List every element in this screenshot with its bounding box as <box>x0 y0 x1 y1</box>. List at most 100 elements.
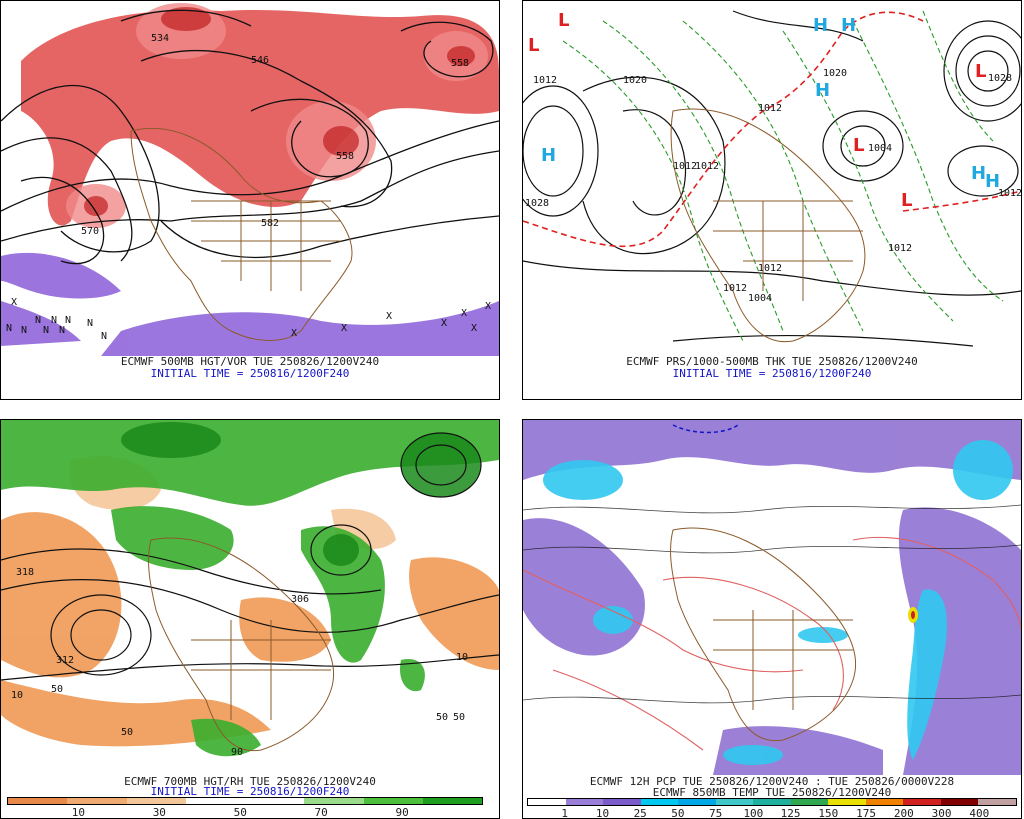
contour-label: 534 <box>151 33 169 44</box>
symbol-x: X <box>461 308 467 319</box>
isobar-label: 1004 <box>868 143 892 154</box>
scale-swatch <box>8 798 68 804</box>
map-precipitation <box>523 420 1021 775</box>
contour-label: 558 <box>451 58 469 69</box>
scale-swatch <box>978 799 1016 805</box>
contour-label: 50 <box>121 727 133 738</box>
scale-label: 200 <box>893 807 914 819</box>
humidity-scale-labels: 10 30 50 70 90 <box>7 806 483 818</box>
low-pressure-marker: L <box>901 190 912 211</box>
symbol-n: N <box>6 323 12 334</box>
isobar-label: 1012 <box>888 243 912 254</box>
caption-initial-time: INITIAL TIME = 250816/1200F240 <box>150 785 350 798</box>
isobar-label: 1028 <box>525 198 549 209</box>
scale-label: 175 <box>856 807 877 819</box>
isobar-label: 1012 <box>695 161 719 172</box>
symbol-x: X <box>11 297 17 308</box>
caption-line-2: ECMWF 850MB TEMP TUE 250826/1200V240 <box>652 786 892 799</box>
low-pressure-marker: L <box>975 61 986 82</box>
caption-line-1: ECMWF 12H PCP TUE 250826/1200V240 : TUE … <box>589 775 955 788</box>
symbol-x: X <box>386 311 392 322</box>
high-pressure-marker: H <box>815 80 830 101</box>
high-pressure-marker: H <box>841 15 856 36</box>
map-500mb-vorticity: 570 558 582 534 546 558 N N N N N N N N … <box>1 1 499 356</box>
symbol-x: X <box>291 328 297 339</box>
isobar-label: 1012 <box>758 103 782 114</box>
panel-500mb-hgt-vor: 570 558 582 534 546 558 N N N N N N N N … <box>0 0 500 400</box>
scale-swatch <box>422 798 482 804</box>
caption-line-1: ECMWF 500MB HGT/VOR TUE 250826/1200V240 <box>120 355 380 368</box>
scale-swatch <box>126 798 186 804</box>
panel-precip-850mb-temp: ECMWF 12H PCP TUE 250826/1200V240 : TUE … <box>522 419 1022 819</box>
symbol-n: N <box>59 325 65 336</box>
symbol-x: X <box>485 301 491 312</box>
scale-label: 75 <box>709 807 723 819</box>
scale-swatch <box>715 799 754 805</box>
scale-label: 1 <box>561 807 569 819</box>
contour-label: 546 <box>251 55 269 66</box>
scale-label: 70 <box>314 806 328 819</box>
symbol-x: X <box>441 318 447 329</box>
symbol-n: N <box>35 315 41 326</box>
scale-swatch <box>565 799 604 805</box>
contour-label: 50 <box>453 712 465 723</box>
scale-swatch <box>363 798 423 804</box>
scale-swatch <box>304 798 364 804</box>
scale-label: 400 <box>969 807 990 819</box>
high-pressure-marker: H <box>985 171 1000 192</box>
scale-swatch <box>753 799 791 805</box>
scale-swatch <box>185 798 245 804</box>
contour-label: 306 <box>291 594 309 605</box>
scale-swatch <box>903 799 941 805</box>
scale-swatch <box>940 799 979 805</box>
precipitation-color-scale <box>527 798 1017 806</box>
scale-swatch <box>245 798 305 804</box>
caption-line-1: ECMWF 700MB HGT/RH TUE 250826/1200V240 <box>124 775 376 788</box>
scale-label: 90 <box>395 806 409 819</box>
caption-initial-time: INITIAL TIME = 250816/1200F240 <box>150 367 350 380</box>
map-700mb-humidity: 306 312 318 10 50 50 10 90 50 50 <box>1 420 499 775</box>
scale-label: 10 <box>595 807 610 819</box>
isobar-label: 1012 <box>533 75 557 86</box>
isobar-label: 1012 <box>673 161 697 172</box>
isobar-label: 1020 <box>623 75 647 86</box>
symbol-x: X <box>471 323 477 334</box>
caption-line-1: ECMWF PRS/1000-500MB THK TUE 250826/1200… <box>626 355 918 368</box>
map-pressure-thickness: 1028 1012 1012 1012 1004 1012 1020 1012 … <box>523 1 1021 356</box>
isobar-label: 1012 <box>723 283 747 294</box>
contour-label: 582 <box>261 218 279 229</box>
low-pressure-marker: L <box>853 135 864 156</box>
contour-label: 90 <box>231 747 243 758</box>
scale-swatch <box>790 799 829 805</box>
scale-label: 150 <box>818 807 839 819</box>
contour-label: 312 <box>56 655 74 666</box>
symbol-n: N <box>43 325 49 336</box>
scale-label: 50 <box>233 806 247 819</box>
humidity-color-scale <box>7 797 483 805</box>
isobar-label: 1004 <box>748 293 772 304</box>
symbol-n: N <box>87 318 93 329</box>
scale-swatch <box>528 799 566 805</box>
high-pressure-marker: H <box>971 163 986 184</box>
scale-swatch <box>678 799 716 805</box>
scale-label: 25 <box>633 807 647 819</box>
contour-label: 318 <box>16 567 34 578</box>
low-pressure-marker: L <box>558 10 569 31</box>
panel-700mb-hgt-rh: 306 312 318 10 50 50 10 90 50 50 ECMWF 7… <box>0 419 500 819</box>
low-pressure-marker: L <box>528 35 539 56</box>
symbol-n: N <box>65 315 71 326</box>
scale-swatch <box>828 799 866 805</box>
contour-label: 50 <box>51 684 63 695</box>
panel-pressure-thickness: 1028 1012 1012 1012 1004 1012 1020 1012 … <box>522 0 1022 400</box>
isobar-label: 1012 <box>998 188 1021 199</box>
scale-label: 30 <box>152 806 166 819</box>
scale-swatch <box>865 799 904 805</box>
caption-initial-time: INITIAL TIME = 250816/1200F240 <box>672 367 872 380</box>
scale-swatch <box>67 798 127 804</box>
isobar-label: 1020 <box>823 68 847 79</box>
isobar-label: 1012 <box>758 263 782 274</box>
scale-swatch <box>640 799 679 805</box>
isobar-label: 1028 <box>988 73 1012 84</box>
symbol-n: N <box>21 325 27 336</box>
symbol-n: N <box>101 331 107 342</box>
